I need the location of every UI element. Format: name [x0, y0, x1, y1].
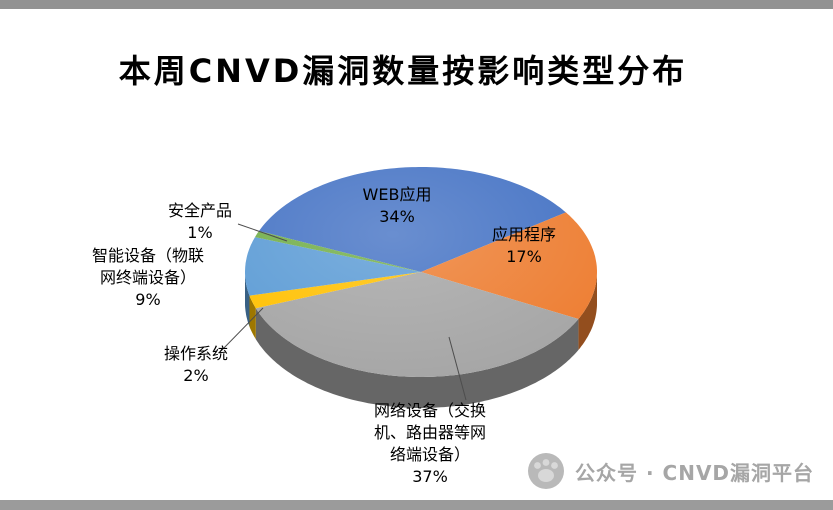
panda-paw-logo-icon	[528, 453, 564, 489]
leader-line-network-device	[448, 336, 467, 401]
pie-highlight	[245, 167, 597, 377]
pie-wall-1	[578, 272, 597, 350]
leader-line-operating-system	[220, 307, 264, 352]
pie-side-walls	[245, 272, 597, 408]
pie-wall-4	[245, 272, 250, 327]
bottom-bar	[0, 500, 833, 510]
chart-title: 本周CNVD漏洞数量按影响类型分布	[118, 52, 688, 90]
top-bar	[0, 0, 833, 9]
pie-wall-3	[249, 295, 256, 340]
leader-lines	[220, 223, 467, 401]
leader-line-security-product	[237, 223, 288, 242]
pie-wall-2	[255, 308, 579, 408]
watermark-text: 公众号 · CNVD漏洞平台	[575, 460, 815, 485]
watermark: 公众号 · CNVD漏洞平台	[527, 452, 814, 490]
